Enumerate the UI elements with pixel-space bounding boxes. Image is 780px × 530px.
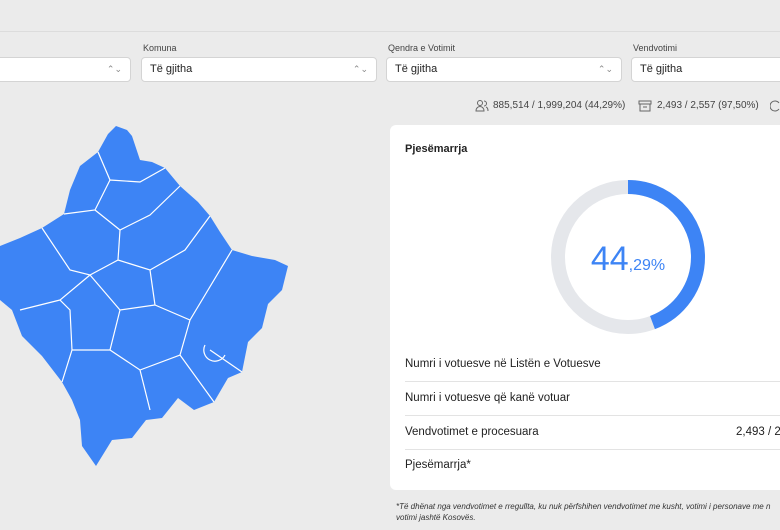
caret: ⌃⌄ — [597, 64, 613, 74]
footnote: votimi jashtë Kosovës. — [396, 513, 476, 522]
row-label: Pjesëmarrja* — [405, 459, 471, 471]
filter-label: Komuna — [143, 43, 177, 53]
footnote: *Të dhënat nga vendvotimet e rregullta, … — [396, 502, 771, 511]
header-divider — [0, 31, 780, 32]
select-value: Të gjitha — [150, 63, 193, 75]
card-title: Pjesëmarrja — [405, 143, 468, 155]
donut: 44,29% — [551, 180, 705, 334]
select-value: Të gjitha — [640, 63, 683, 75]
select[interactable]: Të gjitha ⌃⌄ — [386, 57, 622, 82]
select-value: Të gjitha — [395, 63, 438, 75]
donut-label: 44,29% — [591, 240, 665, 278]
select[interactable]: Të gjitha ⌃⌄ — [141, 57, 377, 82]
turnout-card: Pjesëmarrja 44,29% Numri i votuesve në L… — [390, 125, 780, 490]
people-icon — [475, 100, 489, 112]
row-divider — [405, 415, 780, 416]
row-label: Numri i votuesve në Listën e Votuesve — [405, 358, 601, 370]
select[interactable]: ⌃⌄ — [0, 57, 131, 82]
donut-int: 44 — [591, 240, 629, 278]
voters-stat: 885,514 / 1,999,204 (44,29%) — [493, 100, 626, 111]
filter-label: Qendra e Votimit — [388, 43, 456, 53]
box-icon — [638, 100, 652, 112]
donut-dec: ,29% — [629, 257, 665, 274]
row-value: 2,493 / 2 — [736, 426, 780, 438]
select[interactable]: Të gjitha — [631, 57, 780, 82]
refresh-icon — [770, 100, 780, 112]
caret: ⌃⌄ — [106, 64, 122, 74]
row-label: Vendvotimet e procesuara — [405, 426, 539, 438]
donut-arc — [551, 180, 705, 334]
row-divider — [405, 449, 780, 450]
row-label: Numri i votuesve që kanë votuar — [405, 392, 570, 404]
caret: ⌃⌄ — [352, 64, 368, 74]
map — [0, 126, 288, 466]
stations-stat: 2,493 / 2,557 (97,50%) — [657, 100, 759, 111]
filter-label: Vendvotimi — [633, 43, 678, 53]
row-divider — [405, 381, 780, 382]
